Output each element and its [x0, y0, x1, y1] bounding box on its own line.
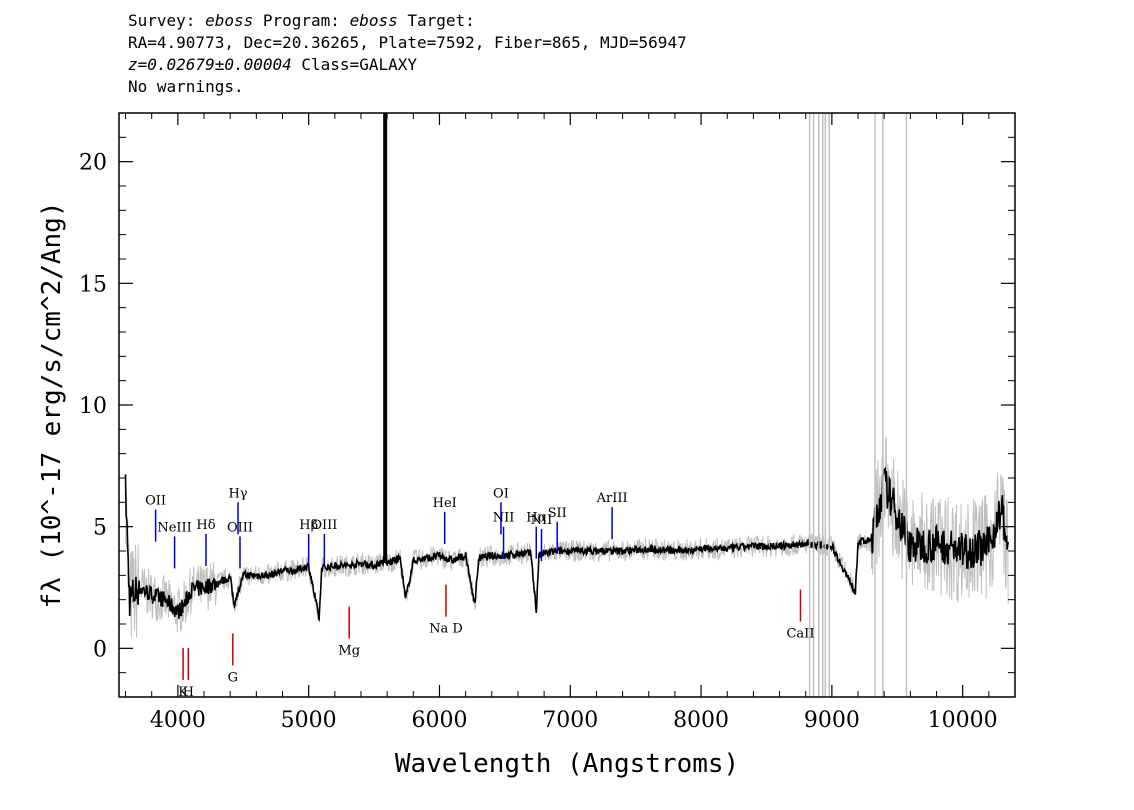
absorption-line-label: K	[178, 685, 188, 700]
redshift-value: z=0.02679±0.00004	[128, 55, 292, 74]
y-axis-label: fλ (10^-17 erg/s/cm^2/Ang)	[37, 202, 67, 609]
emission-line-label: NII	[531, 513, 553, 528]
survey-label: Survey:	[128, 11, 206, 30]
emission-line-label: SII	[548, 506, 567, 521]
emission-line-label: ArIII	[596, 491, 628, 506]
spectrum-header: Survey: eboss Program: eboss Target: RA=…	[128, 10, 687, 98]
absorption-line-label: G	[228, 670, 238, 685]
header-line-redshift: z=0.02679±0.00004 Class=GALAXY	[128, 54, 687, 76]
header-line-survey: Survey: eboss Program: eboss Target:	[128, 10, 687, 32]
absorption-line-label: CaII	[786, 627, 814, 642]
y-tick-label: 0	[93, 637, 107, 662]
emission-line-label: Hγ	[228, 486, 247, 501]
emission-line-label: OIII	[227, 520, 253, 535]
y-tick-label: 15	[79, 272, 107, 297]
y-tick-label: 20	[79, 151, 107, 176]
target-label: Target:	[397, 11, 475, 30]
emission-line-label: OII	[145, 494, 166, 509]
x-tick-label: 9000	[804, 708, 860, 733]
emission-line-label: Hδ	[196, 518, 215, 533]
x-axis-label: Wavelength (Angstroms)	[395, 749, 739, 779]
program-value: eboss	[349, 11, 398, 30]
header-line-warnings: No warnings.	[128, 77, 244, 96]
y-tick-label: 10	[79, 394, 107, 419]
class-value: Class=GALAXY	[291, 55, 417, 74]
x-tick-label: 4000	[150, 708, 206, 733]
emission-line-label: Hα	[526, 511, 546, 526]
emission-line-label: Hβ	[299, 518, 318, 533]
error-band-line	[125, 436, 1009, 638]
x-tick-label: 7000	[542, 708, 598, 733]
program-label: Program:	[253, 11, 350, 30]
emission-line-label: OIII	[311, 518, 337, 533]
x-tick-label: 5000	[281, 708, 337, 733]
x-tick-label: 6000	[411, 708, 467, 733]
survey-value: eboss	[205, 11, 254, 30]
absorption-line-label: Na D	[429, 622, 463, 637]
emission-line-label: NII	[493, 511, 515, 526]
flux-line	[124, 466, 1009, 622]
y-tick-label: 5	[93, 516, 107, 541]
plot-area	[124, 113, 1009, 697]
absorption-line-label: Mg	[338, 644, 360, 659]
x-tick-label: 8000	[673, 708, 729, 733]
absorption-line-label: H	[183, 685, 194, 700]
header-line-coords: RA=4.90773, Dec=20.36265, Plate=7592, Fi…	[128, 33, 687, 52]
plot-frame	[118, 112, 1016, 698]
emission-line-label: NeIII	[157, 520, 191, 535]
emission-line-label: OI	[493, 486, 509, 501]
emission-line-label: HeI	[433, 496, 457, 511]
x-tick-label: 10000	[928, 708, 998, 733]
